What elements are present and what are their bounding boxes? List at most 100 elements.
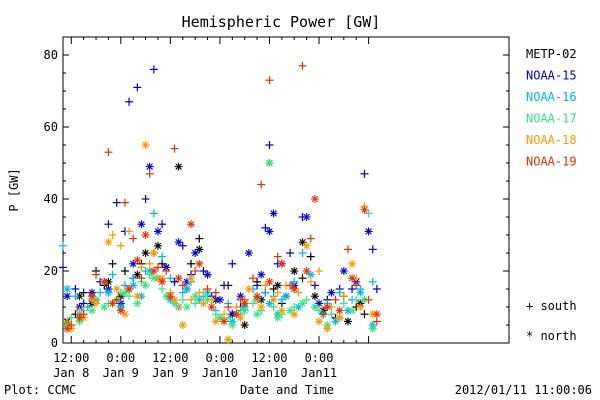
point-south	[191, 267, 200, 275]
point-south	[153, 263, 162, 272]
point-south	[236, 295, 245, 304]
point-north	[203, 270, 212, 279]
point-north	[141, 231, 150, 239]
point-south	[129, 234, 138, 243]
x-tick-date-label: Jan10	[202, 366, 238, 380]
point-north	[277, 259, 286, 268]
point-south	[220, 281, 229, 290]
point-north	[257, 270, 266, 279]
point-north	[240, 306, 249, 315]
point-north	[112, 285, 121, 293]
point-north	[63, 324, 72, 333]
point-south	[294, 288, 303, 297]
point-north	[158, 277, 167, 286]
point-north	[207, 303, 216, 311]
point-south	[273, 252, 282, 261]
point-south	[170, 277, 179, 286]
point-south	[108, 231, 117, 239]
point-south	[319, 310, 328, 319]
point-south	[372, 285, 381, 293]
point-south	[360, 169, 369, 178]
point-south	[310, 281, 319, 290]
marker-legend-entry: * north	[526, 329, 577, 343]
point-south	[112, 295, 121, 304]
point-north	[298, 299, 307, 308]
point-south	[71, 292, 80, 301]
point-south	[265, 76, 274, 85]
point-south	[261, 288, 270, 297]
point-south	[290, 303, 299, 311]
point-north	[236, 313, 245, 322]
point-north	[224, 335, 233, 344]
point-north	[273, 281, 282, 290]
point-south	[170, 144, 179, 153]
point-north	[323, 324, 332, 333]
point-south	[120, 267, 129, 275]
point-south	[96, 288, 105, 297]
point-north	[141, 141, 150, 149]
point-north	[125, 285, 134, 293]
point-south	[162, 267, 171, 275]
chart-title: Hemispheric Power [GW]	[182, 13, 381, 31]
point-south	[92, 270, 101, 279]
point-north	[356, 288, 365, 297]
x-tick-time-label: 0:00	[305, 351, 334, 365]
point-north	[199, 299, 208, 308]
point-south	[372, 317, 381, 326]
point-north	[149, 249, 158, 257]
point-north	[348, 306, 357, 315]
point-south	[158, 285, 167, 293]
point-south	[112, 198, 121, 207]
series-legend: METP-02 NOAA-15 NOAA-16 NOAA-17 NOAA-18 NOAA-…	[526, 47, 577, 169]
point-south	[207, 295, 216, 304]
point-south	[178, 288, 187, 297]
point-north	[195, 259, 204, 268]
point-south	[257, 180, 266, 189]
point-south	[79, 299, 88, 308]
point-north	[174, 274, 183, 283]
y-tick-label: 0	[51, 336, 58, 350]
marker-legend: + south * north	[526, 299, 577, 343]
point-north	[104, 238, 113, 247]
point-south	[145, 259, 154, 268]
point-north	[87, 306, 96, 315]
point-south	[59, 263, 67, 272]
y-axis-label: P [GW]	[7, 168, 21, 211]
point-north	[244, 249, 253, 257]
point-north	[348, 274, 357, 283]
footer-plot-credit: Plot: CCMC	[4, 383, 76, 397]
point-south	[158, 220, 167, 229]
point-south	[269, 285, 278, 293]
point-south	[253, 281, 262, 290]
point-south	[63, 317, 72, 326]
point-north	[174, 238, 183, 247]
x-tick-time-label: 0:00	[106, 351, 135, 365]
point-south	[315, 306, 324, 315]
x-tick-date-label: Jan11	[301, 366, 337, 380]
point-south	[187, 295, 196, 304]
point-north	[290, 267, 299, 275]
point-north	[265, 159, 274, 167]
point-north	[244, 285, 253, 293]
y-tick-label: 60	[44, 120, 58, 134]
point-north	[145, 162, 154, 171]
point-north	[282, 292, 290, 301]
point-north	[141, 281, 150, 290]
x-tick-time-label: 12:00	[251, 351, 287, 365]
point-south	[195, 288, 204, 297]
point-south	[273, 288, 282, 297]
point-north	[187, 220, 196, 229]
point-north	[302, 241, 311, 250]
point-north	[116, 306, 125, 315]
point-south	[286, 281, 295, 290]
point-south	[339, 299, 348, 308]
point-south	[203, 285, 212, 293]
footer-timestamp: 2012/01/11 11:00:06	[455, 383, 592, 397]
point-south	[348, 285, 357, 293]
point-south	[145, 169, 154, 178]
point-north	[63, 292, 72, 301]
point-north	[195, 245, 204, 254]
point-north	[191, 292, 200, 301]
point-south	[141, 195, 150, 203]
